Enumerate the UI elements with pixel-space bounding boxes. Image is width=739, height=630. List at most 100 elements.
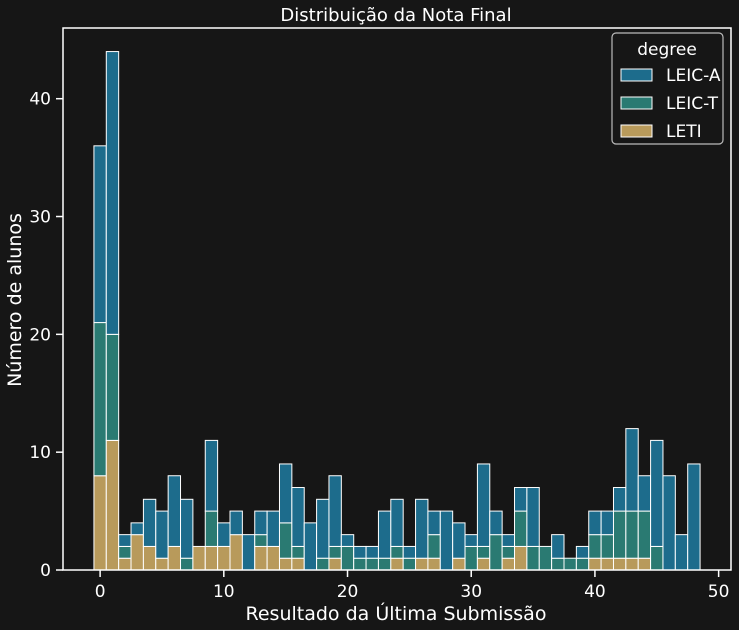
bar-leic-t-bin-37 xyxy=(551,557,565,571)
x-tick-label: 40 xyxy=(584,582,606,602)
bar-leti-bin-15 xyxy=(278,557,293,571)
plot-frame xyxy=(62,27,732,571)
bar-leic-t-bin-25 xyxy=(402,557,417,571)
bar-leic-t-bin-16 xyxy=(291,545,305,559)
bar-leic-t-bin-30 xyxy=(464,545,478,571)
bar-leti-bin-0 xyxy=(93,475,107,571)
bar-leic-a-bin-17 xyxy=(303,522,318,571)
bar-leti-bin-10 xyxy=(217,545,231,571)
bar-leti-bin-3 xyxy=(130,534,144,571)
legend: degree LEIC-A LEIC-T LETI xyxy=(611,32,724,145)
bar-leic-a-bin-44 xyxy=(637,475,652,512)
bar-leic-a-bin-33 xyxy=(501,534,516,547)
bar-leti-bin-24 xyxy=(390,557,404,571)
bar-leic-t-bin-15 xyxy=(278,522,293,559)
bar-leic-t-bin-1 xyxy=(105,333,120,441)
bar-leic-a-bin-21 xyxy=(353,545,367,559)
bar-leti-bin-13 xyxy=(254,545,268,571)
bar-leic-a-bin-35 xyxy=(526,487,540,547)
bar-leic-t-bin-0 xyxy=(93,322,107,477)
bar-leti-bin-6 xyxy=(167,545,182,571)
bar-leti-bin-4 xyxy=(142,545,157,571)
bar-leti-bin-8 xyxy=(192,545,206,571)
bar-leti-bin-2 xyxy=(118,557,132,571)
bar-leti-bin-34 xyxy=(514,545,528,571)
bar-leic-t-bin-35 xyxy=(526,545,540,571)
bar-leic-a-bin-16 xyxy=(291,487,305,547)
x-tick-label: 20 xyxy=(337,582,359,602)
bar-leic-a-bin-31 xyxy=(476,463,491,547)
bar-leti-bin-40 xyxy=(588,557,602,571)
y-axis: 0 10 20 30 40 xyxy=(29,90,63,581)
y-tick-label: 10 xyxy=(29,443,51,463)
bar-leic-a-bin-27 xyxy=(427,510,441,536)
bar-leic-a-bin-9 xyxy=(204,439,219,512)
bar-leic-a-bin-26 xyxy=(415,498,429,559)
y-axis-label: Número de alunos xyxy=(4,213,26,387)
bar-leic-t-bin-42 xyxy=(612,510,627,559)
bar-leic-a-bin-5 xyxy=(155,510,169,559)
bar-leti-bin-1 xyxy=(105,439,120,571)
bar-leic-a-bin-3 xyxy=(130,522,144,536)
bar-leic-t-bin-23 xyxy=(377,557,392,571)
bar-leti-bin-11 xyxy=(229,534,243,571)
bar-leic-t-bin-7 xyxy=(180,557,194,571)
bar-leic-a-bin-28 xyxy=(439,510,454,571)
bar-leic-t-bin-44 xyxy=(637,510,652,559)
bar-leic-t-bin-13 xyxy=(254,534,268,547)
x-tick-label: 30 xyxy=(460,582,482,602)
bar-leic-t-bin-20 xyxy=(340,545,355,571)
bar-leic-t-bin-40 xyxy=(588,534,602,559)
bar-leic-t-bin-41 xyxy=(600,534,614,559)
bar-leti-bin-16 xyxy=(291,557,305,571)
bar-leic-a-bin-29 xyxy=(452,522,466,559)
bar-leic-t-bin-39 xyxy=(575,557,590,571)
bar-leic-t-bin-34 xyxy=(514,510,528,547)
bar-leic-a-bin-37 xyxy=(551,534,565,559)
legend-swatch-leic-t xyxy=(620,96,653,110)
bar-leic-t-bin-21 xyxy=(353,557,367,571)
bar-leic-a-bin-7 xyxy=(180,498,194,559)
bar-leic-a-bin-43 xyxy=(625,428,639,512)
legend-title: degree xyxy=(637,40,697,60)
y-tick-label: 40 xyxy=(29,90,51,110)
bar-leic-t-bin-18 xyxy=(316,557,330,571)
bar-leic-a-bin-20 xyxy=(340,534,355,547)
bar-leic-a-bin-47 xyxy=(674,534,689,571)
bar-leti-bin-41 xyxy=(600,557,614,571)
bar-leic-a-bin-2 xyxy=(118,534,132,547)
bar-leic-a-bin-24 xyxy=(390,498,404,547)
bar-leic-a-bin-41 xyxy=(600,510,614,536)
bar-leti-bin-43 xyxy=(625,557,639,571)
bar-leic-a-bin-12 xyxy=(241,534,256,571)
bar-leic-a-bin-42 xyxy=(612,487,627,512)
bar-leic-a-bin-39 xyxy=(575,545,590,559)
bar-leic-t-bin-43 xyxy=(625,510,639,559)
bar-leic-a-bin-10 xyxy=(217,522,231,547)
bar-leic-t-bin-38 xyxy=(563,557,577,571)
bar-leti-bin-31 xyxy=(476,557,491,571)
y-tick-label: 0 xyxy=(40,561,51,581)
bar-leic-a-bin-46 xyxy=(662,475,676,571)
bar-leic-a-bin-13 xyxy=(254,510,268,536)
x-axis: 0 10 20 30 40 50 xyxy=(95,570,729,602)
bar-leic-a-bin-32 xyxy=(489,510,503,536)
legend-label-leic-a: LEIC-A xyxy=(666,66,721,86)
bar-leic-a-bin-15 xyxy=(278,463,293,524)
legend-label-leti: LETI xyxy=(666,122,702,142)
bar-leic-t-bin-31 xyxy=(476,545,491,559)
bar-leti-bin-9 xyxy=(204,545,219,571)
bar-leic-a-bin-14 xyxy=(266,510,280,547)
bar-leti-bin-5 xyxy=(155,557,169,571)
bar-leic-t-bin-33 xyxy=(501,545,516,559)
bar-leic-a-bin-18 xyxy=(316,498,330,559)
bar-leic-a-bin-40 xyxy=(588,510,602,536)
legend-label-leic-t: LEIC-T xyxy=(666,94,719,114)
bar-leic-a-bin-4 xyxy=(142,498,157,547)
bar-leti-bin-42 xyxy=(612,557,627,571)
legend-swatch-leic-a xyxy=(620,68,653,82)
bar-leic-a-bin-0 xyxy=(93,145,107,324)
bar-leic-a-bin-19 xyxy=(328,475,342,547)
bar-leic-t-bin-9 xyxy=(204,510,219,547)
